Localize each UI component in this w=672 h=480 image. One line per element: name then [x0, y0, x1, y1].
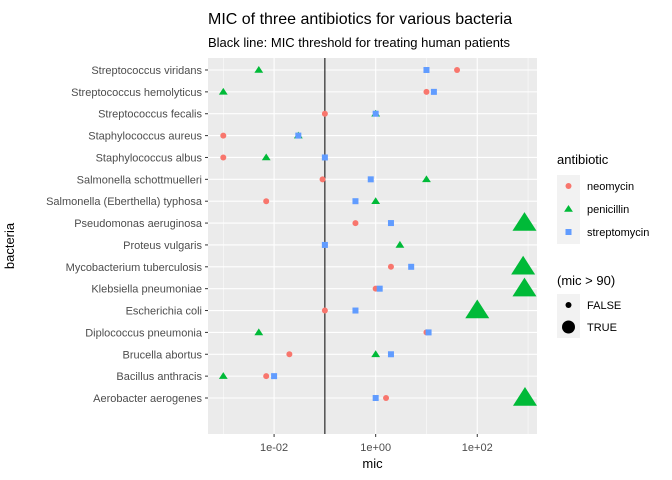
y-tick-label: Streptococcus hemolyticus [71, 87, 202, 99]
point-penicillin [511, 255, 536, 275]
point-neomycin [321, 110, 328, 117]
point-neomycin [352, 220, 359, 227]
point-streptomycin [387, 351, 394, 358]
point-neomycin [263, 373, 270, 380]
legend: antibiotic neomycin penicillin streptomyci… [557, 152, 649, 338]
point-streptomycin [425, 329, 432, 336]
point-neomycin [220, 154, 227, 161]
x-tick-label: 1e+00 [360, 442, 391, 454]
point-neomycin [387, 263, 394, 270]
y-tick-label: Brucella abortus [123, 349, 203, 361]
point-penicillin [422, 175, 431, 183]
y-axis-label: bacteria [2, 222, 17, 269]
x-tick-label: 1e-02 [260, 442, 288, 454]
point-neomycin [321, 307, 328, 314]
point-penicillin [465, 299, 490, 319]
point-neomycin [263, 198, 270, 205]
y-tick-label: Klebsiella pneumoniae [91, 284, 202, 296]
point-penicillin [395, 240, 405, 248]
legend-label-neomycin: neomycin [587, 181, 634, 193]
y-tick-label: Salmonella schottmuelleri [77, 174, 202, 186]
point-streptomycin [430, 88, 437, 95]
point-penicillin [512, 212, 537, 231]
y-axis: Streptococcus viridans Streptococcus hemo… [46, 65, 208, 405]
legend-key-neomycin [565, 183, 572, 189]
point-streptomycin [387, 220, 394, 227]
chart-subtitle: Black line: MIC threshold for treating h… [208, 35, 511, 50]
legend-key-streptomycin [565, 229, 572, 235]
point-penicillin [261, 153, 271, 161]
legend-size-title: (mic > 90) [557, 273, 615, 288]
y-tick-label: Salmonella (Eberthella) typhosa [46, 196, 203, 208]
y-tick-label: Pseudomonas aeruginosa [74, 218, 203, 230]
y-tick-label: Escherichia coli [126, 306, 202, 318]
point-penicillin [254, 66, 264, 73]
point-neomycin [220, 132, 227, 139]
point-streptomycin [376, 285, 383, 292]
legend-label-penicillin: penicillin [587, 204, 629, 216]
point-penicillin [218, 372, 228, 379]
y-tick-label: Mycobacterium tuberculosis [66, 262, 203, 274]
x-tick-label: 1e+02 [462, 442, 493, 454]
plot-panel [208, 58, 537, 434]
point-penicillin [254, 328, 264, 336]
legend-label-streptomycin: streptomycin [587, 227, 649, 239]
legend-size-label: TRUE [587, 322, 617, 334]
point-penicillin [371, 350, 381, 358]
legend-size-label: FALSE [587, 300, 621, 312]
point-penicillin [512, 387, 537, 406]
y-tick-label: Streptococcus viridans [91, 65, 202, 77]
point-neomycin [286, 351, 293, 358]
point-streptomycin [372, 110, 379, 117]
legend-color-title: antibiotic [557, 152, 609, 167]
y-tick-label: Staphylococcus aureus [88, 131, 202, 143]
point-neomycin [383, 395, 390, 401]
point-streptomycin [321, 241, 328, 248]
point-neomycin [319, 176, 326, 183]
legend-size-key [565, 302, 572, 308]
y-tick-label: Bacillus anthracis [116, 371, 202, 383]
point-streptomycin [295, 132, 302, 139]
point-streptomycin [408, 263, 415, 270]
point-penicillin [371, 197, 381, 204]
point-penicillin [512, 277, 537, 297]
y-tick-label: Staphylococcus albus [96, 152, 203, 164]
point-streptomycin [423, 67, 430, 73]
point-penicillin [218, 87, 228, 95]
chart-title: MIC of three antibiotics for various bac… [208, 11, 512, 28]
x-axis: 1e-02 1e+00 1e+02 [260, 434, 493, 454]
y-tick-label: Streptococcus fecalis [98, 109, 202, 121]
legend-size-key [562, 320, 575, 334]
point-streptomycin [352, 307, 359, 314]
point-streptomycin [367, 176, 374, 183]
point-streptomycin [372, 395, 379, 401]
legend-key-penicillin [564, 205, 573, 212]
y-tick-label: Proteus vulgaris [123, 240, 202, 252]
point-neomycin [423, 88, 430, 95]
y-tick-label: Aerobacter aerogenes [93, 393, 202, 405]
point-neomycin [454, 67, 461, 73]
y-tick-label: Diplococcus pneumonia [85, 327, 203, 339]
x-axis-label: mic [362, 456, 383, 471]
point-streptomycin [352, 198, 359, 205]
data-points [218, 66, 537, 406]
point-streptomycin [271, 373, 278, 380]
point-streptomycin [321, 154, 328, 161]
